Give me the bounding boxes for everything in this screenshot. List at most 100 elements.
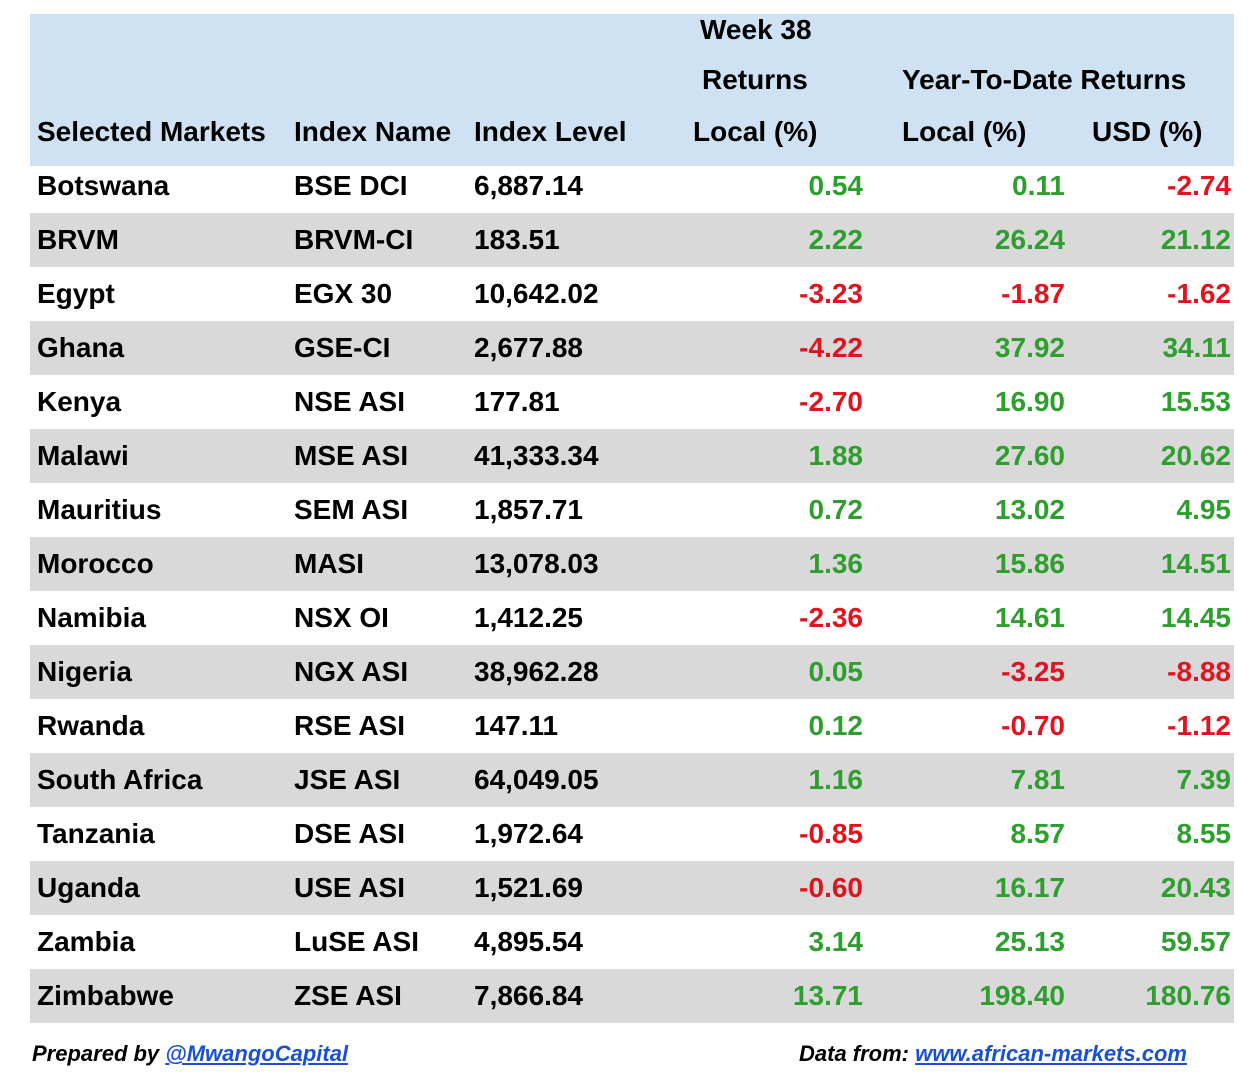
cell-ytd-usd: -2.74 xyxy=(1167,170,1231,201)
cell-ytd-usd: 20.62 xyxy=(1160,440,1231,471)
cell-ytd-local: 26.24 xyxy=(994,224,1065,255)
cell-index-name: NSX OI xyxy=(294,602,389,633)
col-header-level: Index Level xyxy=(474,116,627,147)
prepared-link[interactable]: @MwangoCapital xyxy=(165,1041,349,1066)
cell-week-local: 3.14 xyxy=(808,926,864,957)
cell-week-local: -2.70 xyxy=(799,386,863,417)
cell-ytd-local: 0.11 xyxy=(1012,170,1065,201)
cell-ytd-local: -1.87 xyxy=(1001,278,1065,309)
ytd-header: Year-To-Date Returns xyxy=(902,64,1187,95)
cell-index-level: 1,412.25 xyxy=(474,602,583,633)
cell-index-name: NGX ASI xyxy=(294,656,409,687)
cell-market: Nigeria xyxy=(37,656,132,687)
cell-index-level: 7,866.84 xyxy=(474,980,583,1011)
cell-ytd-usd: 4.95 xyxy=(1176,494,1232,525)
cell-index-name: MSE ASI xyxy=(294,440,409,471)
cell-ytd-local: 15.86 xyxy=(994,548,1065,579)
cell-index-level: 2,677.88 xyxy=(474,332,583,363)
cell-ytd-local: 198.40 xyxy=(979,980,1065,1011)
cell-ytd-usd: 59.57 xyxy=(1160,926,1231,957)
cell-index-name: BRVM-CI xyxy=(294,224,414,255)
table-row: Egypt EGX 30 10,642.02 -3.23 -1.87 -1.62 xyxy=(30,267,1234,321)
cell-index-name: BSE DCI xyxy=(294,170,408,201)
cell-ytd-local: 27.60 xyxy=(994,440,1065,471)
table-row: Malawi MSE ASI 41,333.34 1.88 27.60 20.62 xyxy=(30,429,1234,483)
table-row: Tanzania DSE ASI 1,972.64 -0.85 8.57 8.55 xyxy=(30,807,1234,861)
cell-week-local: -0.85 xyxy=(799,818,863,849)
cell-ytd-local: 25.13 xyxy=(994,926,1065,957)
cell-ytd-usd: 15.53 xyxy=(1160,386,1231,417)
table-row: Morocco MASI 13,078.03 1.36 15.86 14.51 xyxy=(30,537,1234,591)
table-row: Zimbabwe ZSE ASI 7,866.84 13.71 198.40 180.76 xyxy=(30,969,1234,1023)
cell-market: Morocco xyxy=(37,548,154,579)
cell-index-level: 6,887.14 xyxy=(474,170,583,201)
cell-index-name: RSE ASI xyxy=(294,710,405,741)
col-header-week-local: Local (%) xyxy=(693,116,818,147)
prepared-by: Prepared by @MwangoCapital xyxy=(32,1038,348,1070)
cell-ytd-local: -3.25 xyxy=(1001,656,1065,687)
table-row: Mauritius SEM ASI 1,857.71 0.72 13.02 4.95 xyxy=(30,483,1234,537)
cell-index-level: 4,895.54 xyxy=(474,926,583,957)
data-source-link[interactable]: www.african-markets.com xyxy=(915,1041,1187,1066)
cell-index-level: 147.11 xyxy=(474,710,559,741)
cell-week-local: 1.88 xyxy=(808,440,864,471)
cell-week-local: 0.54 xyxy=(808,170,864,201)
cell-market: Ghana xyxy=(37,332,125,363)
cell-index-level: 64,049.05 xyxy=(474,764,599,795)
cell-week-local: 1.36 xyxy=(808,548,864,579)
cell-ytd-local: -0.70 xyxy=(1001,710,1065,741)
week-header-line1: Week 38 xyxy=(700,14,812,45)
cell-index-name: SEM ASI xyxy=(294,494,409,525)
table-row: Kenya NSE ASI 177.81 -2.70 16.90 15.53 xyxy=(30,375,1234,429)
cell-week-local: 13.71 xyxy=(792,980,863,1011)
cell-index-name: LuSE ASI xyxy=(294,926,419,957)
table-row: Nigeria NGX ASI 38,962.28 0.05 -3.25 -8.88 xyxy=(30,645,1234,699)
cell-index-name: JSE ASI xyxy=(294,764,401,795)
cell-ytd-local: 8.57 xyxy=(1010,818,1066,849)
cell-market: Namibia xyxy=(37,602,146,633)
cell-ytd-local: 37.92 xyxy=(994,332,1065,363)
table-row: BRVM BRVM-CI 183.51 2.22 26.24 21.12 xyxy=(30,213,1234,267)
cell-index-level: 1,857.71 xyxy=(474,494,583,525)
cell-ytd-usd: -1.12 xyxy=(1167,710,1231,741)
cell-index-name: USE ASI xyxy=(294,872,405,903)
cell-ytd-local: 7.81 xyxy=(1010,764,1066,795)
cell-index-level: 183.51 xyxy=(474,224,560,255)
cell-ytd-usd: 8.55 xyxy=(1176,818,1232,849)
cell-ytd-usd: -1.62 xyxy=(1167,278,1231,309)
cell-market: Uganda xyxy=(37,872,140,903)
cell-index-level: 177.81 xyxy=(474,386,560,417)
cell-week-local: -0.60 xyxy=(799,872,863,903)
cell-index-name: MASI xyxy=(294,548,364,579)
cell-ytd-usd: -8.88 xyxy=(1167,656,1231,687)
cell-ytd-local: 16.90 xyxy=(994,386,1065,417)
cell-week-local: 0.12 xyxy=(808,710,864,741)
cell-market: Rwanda xyxy=(37,710,145,741)
cell-ytd-local: 13.02 xyxy=(994,494,1065,525)
cell-market: Kenya xyxy=(37,386,122,417)
cell-ytd-usd: 7.39 xyxy=(1176,764,1232,795)
col-header-ytd-usd: USD (%) xyxy=(1092,116,1203,147)
cell-ytd-usd: 34.11 xyxy=(1162,332,1231,363)
cell-market: Tanzania xyxy=(37,818,155,849)
cell-index-name: ZSE ASI xyxy=(294,980,402,1011)
cell-market: Zimbabwe xyxy=(37,980,174,1011)
table-header: Week 38 Returns Year-To-Date Returns Sel… xyxy=(30,14,1234,166)
table-row: Botswana BSE DCI 6,887.14 0.54 0.11 -2.74 xyxy=(30,159,1234,213)
cell-index-level: 1,972.64 xyxy=(474,818,583,849)
table-row: Uganda USE ASI 1,521.69 -0.60 16.17 20.43 xyxy=(30,861,1234,915)
table-row: Namibia NSX OI 1,412.25 -2.36 14.61 14.45 xyxy=(30,591,1234,645)
cell-ytd-usd: 180.76 xyxy=(1145,980,1231,1011)
cell-ytd-usd: 14.45 xyxy=(1160,602,1231,633)
cell-week-local: 0.05 xyxy=(808,656,864,687)
col-header-index: Index Name xyxy=(294,116,452,147)
cell-ytd-usd: 20.43 xyxy=(1160,872,1231,903)
cell-week-local: 0.72 xyxy=(808,494,864,525)
cell-market: Zambia xyxy=(37,926,136,957)
cell-index-level: 41,333.34 xyxy=(474,440,599,471)
table-row: Zambia LuSE ASI 4,895.54 3.14 25.13 59.57 xyxy=(30,915,1234,969)
col-header-ytd-local: Local (%) xyxy=(902,116,1027,147)
cell-week-local: 2.22 xyxy=(808,224,864,255)
week-header-line2: Returns xyxy=(702,64,808,95)
col-header-market: Selected Markets xyxy=(37,116,266,147)
